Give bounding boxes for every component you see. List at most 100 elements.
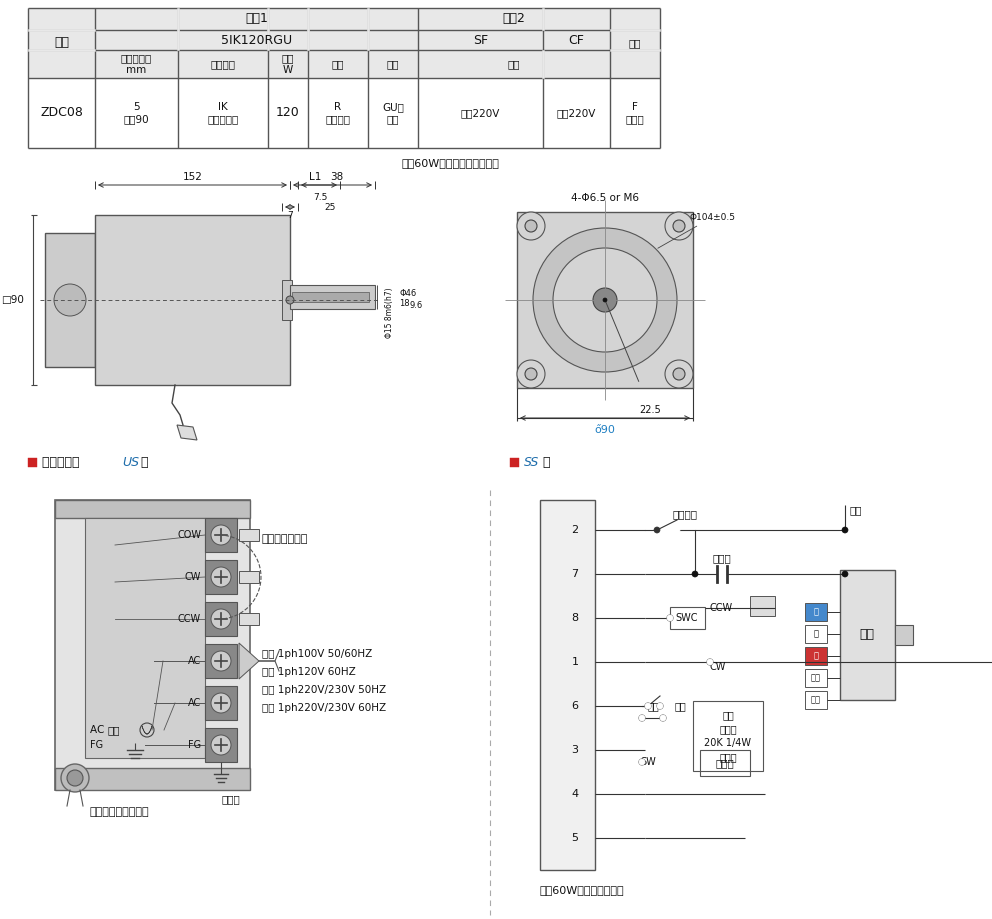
Text: SF: SF	[473, 33, 488, 47]
Text: Φ15 8m6(h7): Φ15 8m6(h7)	[385, 287, 394, 337]
Bar	[95, 215, 290, 385]
Text: 注：60W以上电机默认带风扇: 注：60W以上电机默认带风扇	[401, 158, 499, 168]
Text: COW: COW	[177, 530, 201, 540]
Text: R
调速功能: R 调速功能	[325, 102, 350, 124]
Text: 22.5: 22.5	[639, 405, 661, 415]
Text: CCW: CCW	[710, 603, 733, 613]
Bar	[693, 701, 763, 771]
Circle shape	[211, 693, 231, 713]
Text: 18: 18	[399, 299, 410, 308]
Circle shape	[665, 360, 693, 388]
Bar	[805, 691, 827, 709]
Text: 单相 1ph220V/230V 50HZ: 单相 1ph220V/230V 50HZ	[262, 685, 386, 695]
Circle shape	[667, 615, 673, 621]
Text: ő90: ő90	[594, 425, 615, 435]
Text: 蓝: 蓝	[813, 607, 818, 617]
Text: F
带风扇: F 带风扇	[626, 102, 645, 124]
Text: SS: SS	[524, 456, 540, 469]
Text: 回转计: 回转计	[715, 758, 734, 768]
Text: 7: 7	[287, 211, 293, 221]
Bar	[85, 518, 205, 758]
Circle shape	[842, 571, 848, 577]
Bar	[805, 625, 827, 643]
Bar	[517, 212, 693, 388]
Text: 4-Φ6.5 or M6: 4-Φ6.5 or M6	[571, 193, 639, 203]
Circle shape	[707, 659, 713, 665]
Bar	[282, 280, 292, 320]
Text: 型: 型	[542, 456, 550, 469]
Text: 功率
W: 功率 W	[282, 53, 295, 74]
Text: 型: 型	[140, 456, 148, 469]
Circle shape	[553, 248, 657, 352]
Polygon shape	[239, 643, 259, 679]
Circle shape	[654, 527, 660, 533]
Circle shape	[639, 715, 645, 721]
Text: US: US	[122, 456, 139, 469]
Text: 白: 白	[813, 630, 818, 639]
Text: 停止: 停止	[647, 701, 659, 711]
Text: 单相220V: 单相220V	[557, 108, 596, 118]
Circle shape	[673, 368, 685, 380]
Bar	[670, 607, 705, 629]
Circle shape	[533, 228, 677, 372]
Bar	[205, 560, 237, 594]
Text: CW: CW	[710, 662, 726, 672]
Text: IK
感应电动机: IK 感应电动机	[207, 102, 239, 124]
Text: 5
表示90: 5 表示90	[124, 102, 150, 124]
Circle shape	[61, 764, 89, 792]
Text: AC: AC	[187, 698, 201, 708]
Text: 白细: 白细	[811, 674, 821, 683]
Circle shape	[842, 527, 848, 533]
Bar	[95, 285, 113, 321]
Bar	[805, 669, 827, 687]
Circle shape	[211, 651, 231, 671]
Bar	[805, 603, 827, 621]
Circle shape	[211, 735, 231, 755]
Polygon shape	[177, 425, 197, 440]
Text: 电机: 电机	[859, 629, 875, 641]
Circle shape	[645, 703, 651, 709]
Text: 6: 6	[571, 701, 578, 711]
Bar	[895, 625, 913, 645]
Circle shape	[525, 220, 537, 232]
Bar	[239, 571, 259, 583]
Circle shape	[657, 703, 663, 709]
Text: 8: 8	[571, 613, 578, 623]
Text: AC: AC	[187, 656, 201, 666]
Bar	[205, 644, 237, 678]
Text: 单相 1ph120V 60HZ: 单相 1ph120V 60HZ	[262, 667, 356, 677]
Bar	[28, 8, 660, 78]
Circle shape	[211, 567, 231, 587]
Text: 3: 3	[571, 745, 578, 755]
Circle shape	[286, 296, 294, 304]
Text: ZDC08: ZDC08	[40, 107, 83, 119]
Bar	[45, 233, 95, 367]
Text: CCW: CCW	[178, 614, 201, 624]
Text: L1: L1	[309, 172, 321, 182]
Circle shape	[211, 525, 231, 545]
Text: 轴类: 轴类	[387, 59, 399, 69]
Bar	[28, 458, 37, 467]
Text: 注：60W以上默认带风扇: 注：60W以上默认带风扇	[540, 885, 625, 895]
Text: 电容量: 电容量	[712, 553, 731, 563]
Text: Φ46: Φ46	[399, 289, 417, 298]
Text: 运转: 运转	[675, 701, 685, 711]
Text: SWC: SWC	[676, 613, 698, 623]
Text: 120: 120	[276, 107, 300, 119]
Circle shape	[660, 715, 666, 721]
Text: 电源: 电源	[850, 505, 862, 515]
Text: 代码: 代码	[54, 37, 69, 50]
Text: CF: CF	[568, 33, 584, 47]
Text: 电动机尺寸
mm: 电动机尺寸 mm	[121, 53, 152, 74]
Text: 规格2: 规格2	[503, 13, 526, 26]
Bar	[205, 728, 237, 762]
Text: 7: 7	[571, 569, 578, 579]
Bar	[510, 458, 519, 467]
Bar	[540, 500, 595, 870]
Text: 对应电动机连接导线: 对应电动机连接导线	[90, 807, 150, 817]
Text: 2: 2	[571, 525, 578, 535]
Circle shape	[517, 360, 545, 388]
Text: FG: FG	[187, 740, 201, 750]
Text: 配件: 配件	[629, 38, 641, 48]
Text: 功能: 功能	[331, 59, 344, 69]
